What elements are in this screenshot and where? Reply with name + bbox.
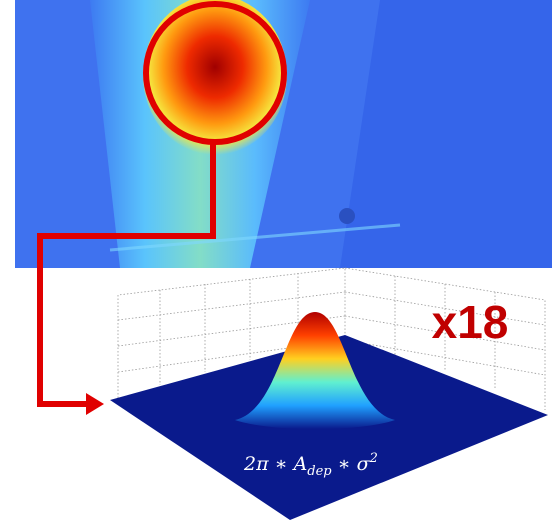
formula-base: 2π ∗ A xyxy=(243,453,307,475)
heatmap-image xyxy=(15,0,552,268)
arrow-head xyxy=(86,393,104,415)
formula-sub: dep xyxy=(307,464,332,479)
figure: x18 2π ∗ Adep ∗ σ2 xyxy=(0,0,557,525)
formula-mid: ∗ σ xyxy=(332,453,371,475)
magnification-label: x18 xyxy=(432,296,509,348)
formula-sup: 2 xyxy=(369,451,378,466)
